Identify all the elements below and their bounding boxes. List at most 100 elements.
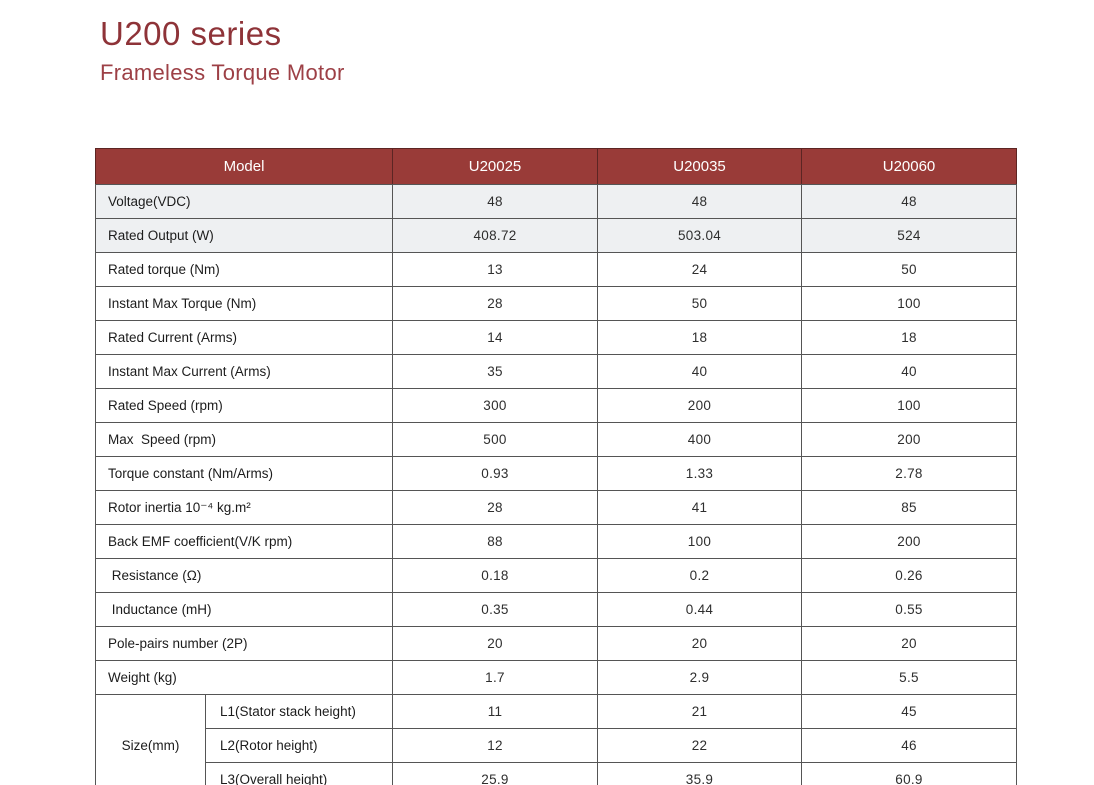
table-row: Rated Speed (rpm) 300 200 100 [94,388,1018,423]
spec-value: 60.9 [801,762,1018,785]
spec-value: 0.55 [801,592,1018,627]
spec-value: 20 [801,626,1018,661]
spec-label: Rated torque (Nm) [94,252,394,287]
spec-table: Model U20025 U20035 U20060 Voltage(VDC) 4… [94,148,1018,785]
spec-value: 48 [392,184,599,219]
spec-label: Rotor inertia 10⁻⁴ kg.m² [94,490,394,525]
table-header-row: Model U20025 U20035 U20060 [94,148,1018,185]
spec-value: 25.9 [392,762,599,785]
table-row: Inductance (mH) 0.35 0.44 0.55 [94,592,1018,627]
table-row: L2(Rotor height) 12 22 46 [96,728,1018,763]
spec-value: 0.35 [392,592,599,627]
table-row: Rotor inertia 10⁻⁴ kg.m² 28 41 85 [94,490,1018,525]
spec-label: Max Speed (rpm) [94,422,394,457]
table-row: Size(mm) L1(Stator stack height) 11 21 45 [95,694,1018,785]
spec-value: 40 [801,354,1018,389]
spec-label: Rated Current (Arms) [94,320,394,355]
table-row: Instant Max Current (Arms) 35 40 40 [94,354,1018,389]
spec-value: 400 [597,422,803,457]
column-header-u20025: U20025 [392,148,599,185]
page-title: U200 series [100,15,282,52]
spec-value: 20 [597,626,803,661]
spec-value: 48 [597,184,803,219]
table-row: Rated torque (Nm) 13 24 50 [94,252,1018,287]
spec-value: 503.04 [597,218,803,253]
spec-value: 2.78 [801,456,1018,491]
spec-value: 1.7 [392,660,599,695]
spec-value: 18 [597,320,803,355]
spec-label: Voltage(VDC) [94,184,394,219]
spec-value: 100 [597,524,803,559]
spec-value: 0.44 [597,592,803,627]
table-row: Resistance (Ω) 0.18 0.2 0.26 [94,558,1018,593]
column-header-u20035: U20035 [597,148,803,185]
table-row: Instant Max Torque (Nm) 28 50 100 [94,286,1018,321]
spec-value: 28 [392,286,599,321]
spec-value: 100 [801,388,1018,423]
spec-value: 200 [801,524,1018,559]
column-header-u20060: U20060 [801,148,1018,185]
spec-value: 88 [392,524,599,559]
spec-value: 21 [597,694,803,729]
spec-value: 0.2 [597,558,803,593]
spec-label: Weight (kg) [94,660,394,695]
spec-value: 500 [392,422,599,457]
spec-label: Rated Output (W) [94,218,394,253]
spec-sublabel: L2(Rotor height) [204,728,394,763]
spec-value: 20 [392,626,599,661]
table-row: Max Speed (rpm) 500 400 200 [94,422,1018,457]
spec-sublabel: L1(Stator stack height) [204,694,394,729]
spec-label: Instant Max Torque (Nm) [94,286,394,321]
table-row: Weight (kg) 1.7 2.9 5.5 [94,660,1018,695]
table-row: Rated Output (W) 408.72 503.04 524 [94,218,1018,253]
table-row: Pole-pairs number (2P) 20 20 20 [94,626,1018,661]
spec-value: 11 [392,694,599,729]
table-row: Voltage(VDC) 48 48 48 [94,184,1018,219]
spec-label: Pole-pairs number (2P) [94,626,394,661]
spec-value: 50 [801,252,1018,287]
spec-value: 0.18 [392,558,599,593]
spec-label: Torque constant (Nm/Arms) [94,456,394,491]
spec-value: 14 [392,320,599,355]
spec-label: Rated Speed (rpm) [94,388,394,423]
spec-label: Instant Max Current (Arms) [94,354,394,389]
spec-value: 50 [597,286,803,321]
spec-value: 46 [801,728,1018,763]
spec-value: 524 [801,218,1018,253]
spec-value: 13 [392,252,599,287]
spec-value: 200 [801,422,1018,457]
spec-sublabel: L3(Overall height) [204,762,394,785]
model-header-cell: Model [94,148,394,185]
spec-value: 300 [392,388,599,423]
table-row: L3(Overall height) 25.9 35.9 60.9 [96,762,1018,785]
spec-value: 85 [801,490,1018,525]
size-group-label: Size(mm) [95,694,206,785]
spec-value: 35.9 [597,762,803,785]
spec-value: 408.72 [392,218,599,253]
table-row: Rated Current (Arms) 14 18 18 [94,320,1018,355]
spec-value: 40 [597,354,803,389]
doc-header: U200 series Frameless Torque Motor [100,14,345,86]
spec-label: Resistance (Ω) [94,558,394,593]
table-row: Torque constant (Nm/Arms) 0.93 1.33 2.78 [94,456,1018,491]
spec-value: 45 [801,694,1018,729]
table-row: Back EMF coefficient(V/K rpm) 88 100 200 [94,524,1018,559]
spec-value: 24 [597,252,803,287]
spec-value: 22 [597,728,803,763]
spec-label: Inductance (mH) [94,592,394,627]
spec-value: 200 [597,388,803,423]
spec-value: 41 [597,490,803,525]
spec-value: 0.26 [801,558,1018,593]
spec-value: 28 [392,490,599,525]
spec-value: 2.9 [597,660,803,695]
spec-value: 100 [801,286,1018,321]
spec-value: 12 [392,728,599,763]
page-subtitle: Frameless Torque Motor [100,59,345,85]
spec-value: 48 [801,184,1018,219]
spec-label: Back EMF coefficient(V/K rpm) [94,524,394,559]
spec-value: 18 [801,320,1018,355]
spec-value: 0.93 [392,456,599,491]
spec-value: 1.33 [597,456,803,491]
spec-value: 35 [392,354,599,389]
